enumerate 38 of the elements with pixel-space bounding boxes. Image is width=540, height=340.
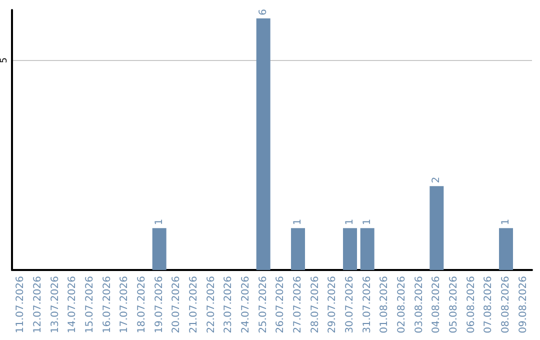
x-tick-label: 18.07.2026 [136, 276, 148, 334]
data-label: 1 [154, 218, 165, 226]
x-tick-label: 17.07.2026 [119, 276, 130, 334]
data-label: 2 [431, 176, 442, 184]
x-tick-label: 11.07.2026 [15, 276, 26, 334]
x-tick-label: 30.07.2026 [344, 276, 356, 334]
data-label: 1 [500, 218, 512, 226]
data-label: 6 [258, 9, 269, 16]
x-tick-label: 15.07.2026 [84, 276, 96, 334]
x-tick-label: 19.07.2026 [154, 276, 165, 334]
y-tick-label: 5 [0, 57, 10, 64]
x-tick-label: 07.08.2026 [483, 276, 494, 334]
data-label: 1 [362, 218, 373, 226]
x-tick-label: 23.07.2026 [223, 276, 234, 334]
x-tick-label: 20.07.2026 [171, 276, 182, 334]
x-tick-label: 13.07.2026 [50, 276, 61, 334]
x-tick-label: 24.07.2026 [240, 276, 252, 334]
x-tick-label: 26.07.2026 [275, 276, 286, 334]
x-tick-label: 16.07.2026 [102, 276, 113, 334]
x-tick-label: 31.07.2026 [362, 276, 373, 334]
x-tick-label: 27.07.2026 [292, 276, 304, 334]
x-tick-label: 04.08.2026 [431, 276, 442, 334]
x-tick-label: 08.08.2026 [500, 276, 512, 334]
x-tick-label: 25.07.2026 [258, 276, 269, 334]
data-label: 1 [344, 218, 356, 226]
x-tick-label: 21.07.2026 [188, 276, 200, 334]
x-tick-label: 14.07.2026 [67, 276, 78, 334]
x-tick-label: 03.08.2026 [414, 276, 425, 334]
data-label: 1 [292, 218, 304, 226]
x-tick-label: 05.08.2026 [448, 276, 460, 334]
x-tick-label: 06.08.2026 [466, 276, 477, 334]
x-tick-label: 22.07.2026 [206, 276, 217, 334]
x-tick-label: 12.07.2026 [32, 276, 44, 334]
x-tick-label: 02.08.2026 [396, 276, 408, 334]
x-tick-label: 01.08.2026 [379, 276, 390, 334]
x-tick-label: 28.07.2026 [310, 276, 321, 334]
x-tick-label: 29.07.2026 [327, 276, 338, 334]
x-tick-label: 09.08.2026 [518, 276, 529, 334]
